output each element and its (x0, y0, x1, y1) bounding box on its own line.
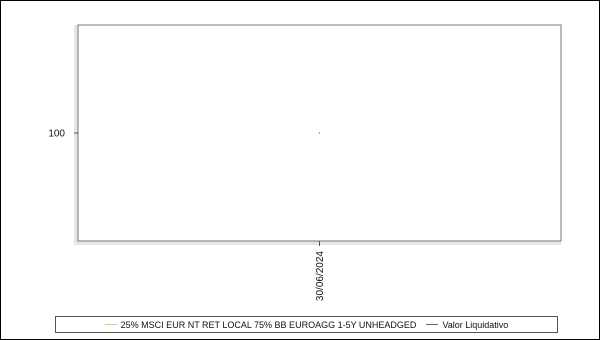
series-point-1 (318, 132, 321, 134)
x-axis: 30/06/2024 (315, 241, 326, 301)
legend-swatch-benchmark (104, 324, 117, 325)
legend-label-valor-liquidativo: Valor Liquidativo (442, 319, 509, 330)
plot-area (74, 24, 562, 245)
x-tick-label: 30/06/2024 (315, 251, 326, 301)
legend-item-benchmark: 25% MSCI EUR NT RET LOCAL 75% BB EUROAGG… (104, 319, 417, 330)
legend-item-valor-liquidativo: Valor Liquidativo (426, 320, 508, 330)
y-tick-label: 100 (48, 129, 65, 140)
legend-label-benchmark: 25% MSCI EUR NT RET LOCAL 75% BB EUROAGG… (120, 319, 417, 330)
y-axis: 100 (48, 129, 78, 140)
legend-swatch-valor-liquidativo (426, 324, 439, 325)
series-layer (318, 132, 321, 134)
chart-legend: 25% MSCI EUR NT RET LOCAL 75% BB EUROAGG… (55, 316, 558, 333)
